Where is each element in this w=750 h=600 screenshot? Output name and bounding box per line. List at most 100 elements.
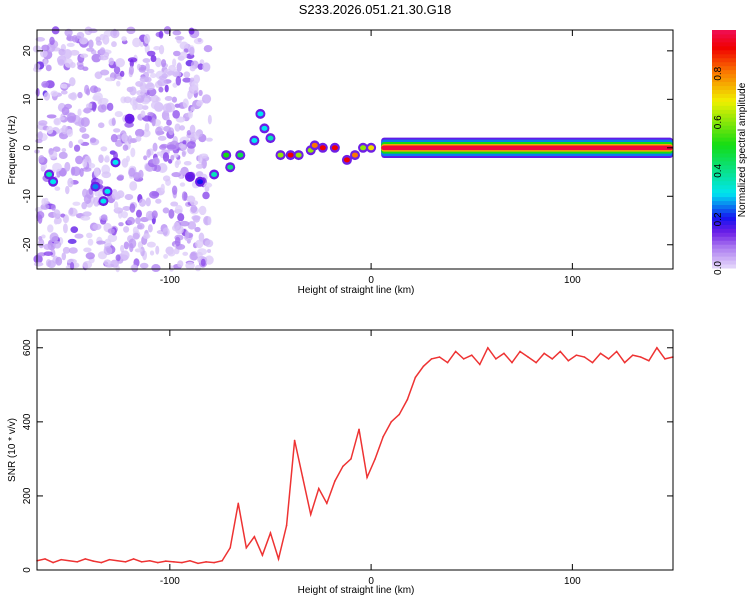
noise-blob (122, 206, 131, 211)
noise-blob (60, 90, 68, 95)
snr-point (639, 356, 642, 358)
noise-blob (127, 57, 138, 63)
noise-blob (77, 139, 84, 144)
noise-blob (136, 90, 145, 96)
noise-blob (162, 227, 170, 237)
noise-blob (146, 241, 156, 248)
colorbar-segment (712, 65, 736, 71)
spectrogram-frame (36, 29, 674, 270)
snr-point (543, 352, 545, 355)
colorbar-segment (712, 196, 736, 202)
noise-blob (114, 111, 123, 118)
ridge-point (126, 116, 133, 122)
colorbar-segment (712, 156, 736, 162)
noise-blob (166, 144, 177, 150)
noise-blob (135, 81, 144, 87)
noise-blob (35, 138, 43, 144)
noise-blob (43, 92, 51, 101)
snr-point (165, 560, 167, 562)
colorbar-tick-label: 0.2 (713, 212, 724, 226)
noise-blob (202, 182, 213, 188)
noise-blob (47, 260, 56, 269)
colorbar-segment (712, 105, 736, 110)
noise-blob (146, 68, 155, 74)
noise-blob (158, 44, 165, 55)
colorbar-segment (712, 208, 736, 213)
x-tick-label: -100 (160, 576, 180, 587)
noise-blob (91, 101, 97, 112)
noise-blob (98, 55, 109, 61)
noise-blob (198, 205, 207, 216)
colorbar-segment (712, 93, 736, 98)
colorbar-segment (712, 97, 736, 102)
noise-blob (115, 139, 123, 147)
snr-point (277, 558, 280, 560)
noise-blob (121, 211, 128, 219)
snr-point (366, 476, 368, 479)
colorbar-segment (712, 160, 736, 166)
noise-blob (190, 106, 196, 112)
noise-blob (197, 154, 203, 164)
colorbar-segment (712, 216, 736, 221)
noise-blob (60, 213, 66, 218)
noise-blob (163, 125, 172, 132)
noise-blob (88, 28, 98, 34)
noise-blob (172, 58, 177, 67)
noise-blob (104, 155, 110, 162)
noise-blob (110, 259, 119, 268)
noise-blob (138, 169, 144, 179)
snr-point (382, 435, 384, 438)
spectrogram-plot (32, 26, 673, 273)
noise-blob (33, 254, 43, 264)
noise-blob (115, 254, 121, 262)
colorbar-segment (712, 37, 736, 43)
snr-point (189, 559, 191, 562)
colorbar-segment (712, 133, 736, 138)
noise-blob (35, 37, 46, 42)
snr-point (454, 350, 457, 353)
snr-point (52, 561, 54, 564)
y-tick-label: 0 (22, 145, 33, 151)
colorbar-segment (712, 232, 736, 237)
noise-blob (95, 36, 101, 43)
noise-blob (64, 103, 73, 110)
noise-blob (39, 50, 48, 58)
noise-blob (85, 103, 94, 109)
noise-blob (188, 27, 195, 35)
colorbar-segment (712, 212, 736, 217)
noise-blob (82, 211, 92, 217)
noise-blob (164, 95, 173, 102)
noise-blob (129, 181, 138, 191)
noise-blob (121, 36, 127, 42)
noise-blob (43, 251, 54, 256)
noise-blob (74, 233, 84, 239)
x-tick-label: 100 (564, 576, 581, 587)
noise-blob (99, 47, 106, 56)
noise-blob (81, 201, 87, 210)
noise-blob (157, 135, 167, 141)
noise-blob (135, 135, 142, 142)
colorbar-segment (712, 61, 736, 67)
noise-blob (113, 128, 121, 133)
noise-blob (138, 66, 146, 73)
noise-blob (204, 255, 214, 265)
noise-blob (116, 76, 123, 81)
noise-blob (162, 103, 173, 113)
noise-blob (99, 34, 106, 41)
noise-blob (162, 207, 170, 214)
snr-point (309, 513, 312, 516)
snr-point (108, 558, 111, 561)
y-tick-label: 400 (22, 413, 33, 430)
snr-point (269, 532, 272, 534)
noise-blob (66, 112, 77, 123)
noise-blob (189, 46, 195, 56)
noise-blob (58, 151, 68, 160)
noise-blob (197, 63, 204, 70)
noise-blob (50, 204, 56, 211)
noise-blob (147, 111, 154, 117)
noise-blob (129, 203, 136, 213)
snr-ylabel: SNR (10 * v/v) (7, 418, 18, 482)
noise-blob (130, 147, 136, 158)
noise-blob (98, 97, 109, 105)
y-tick-label: -20 (22, 237, 33, 252)
